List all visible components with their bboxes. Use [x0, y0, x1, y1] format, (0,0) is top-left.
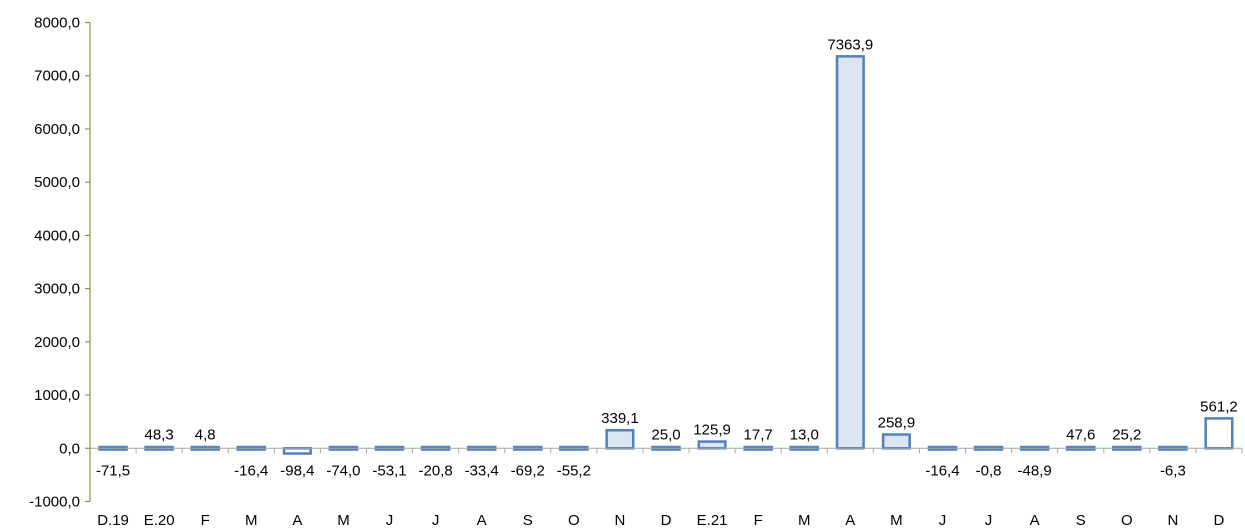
data-label: 25,0 — [651, 426, 680, 443]
category-label: S — [523, 512, 533, 528]
y-tick-label: 7000,0 — [34, 68, 80, 85]
data-label: -53,1 — [372, 462, 406, 479]
y-tick-label: -1000,0 — [29, 494, 80, 511]
category-label: J — [939, 512, 947, 528]
bar — [835, 55, 865, 450]
category-labels: D.19 E.20 F M A M J J A S O N D E.21 F M A M J J A S O N D — [97, 512, 1224, 528]
data-label: -69,2 — [511, 462, 545, 479]
data-label: -6,3 — [1160, 462, 1186, 479]
data-label: 17,7 — [744, 426, 773, 443]
y-tick-label: 4000,0 — [34, 227, 80, 244]
category-label: M — [337, 512, 350, 528]
data-label: -71,5 — [96, 462, 130, 479]
category-label: F — [754, 512, 763, 528]
category-label: M — [798, 512, 811, 528]
category-label: M — [245, 512, 258, 528]
y-tick-label: 0,0 — [59, 440, 80, 457]
data-label: -98,4 — [280, 462, 314, 479]
y-tick-label: 2000,0 — [34, 334, 80, 351]
y-axis-ticks: -1000,0 0,0 1000,0 2000,0 3000,0 4000,0 5000,0… — [29, 15, 90, 511]
data-label: -33,4 — [465, 462, 499, 479]
data-label: -16,4 — [925, 462, 959, 479]
category-label: J — [985, 512, 993, 528]
x-axis-ticks — [89, 448, 1243, 454]
category-label: A — [292, 512, 302, 528]
data-label: 4,8 — [195, 426, 216, 443]
data-label: -16,4 — [234, 462, 268, 479]
data-label: -48,9 — [1018, 462, 1052, 479]
data-label: 7363,9 — [827, 36, 873, 53]
category-label: J — [386, 512, 394, 528]
bar — [697, 440, 727, 450]
bar — [605, 428, 635, 450]
data-label: 48,3 — [145, 426, 174, 443]
data-label: -0,8 — [976, 462, 1002, 479]
category-label: N — [614, 512, 625, 528]
y-tick-label: 1000,0 — [34, 387, 80, 404]
bar — [282, 447, 312, 455]
y-tick-label: 8000,0 — [34, 15, 80, 32]
category-label: A — [845, 512, 855, 528]
category-label: N — [1167, 512, 1178, 528]
y-tick-label: 6000,0 — [34, 121, 80, 138]
data-labels: -71,5 48,3 4,8 -16,4 -98,4 -74,0 -53,1 -20,8 -33… — [96, 36, 1238, 479]
data-label: -55,2 — [557, 462, 591, 479]
data-label: 13,0 — [790, 426, 819, 443]
data-label: -74,0 — [326, 462, 360, 479]
y-tick-label: 3000,0 — [34, 281, 80, 298]
category-label: O — [568, 512, 580, 528]
data-label: 258,9 — [878, 414, 916, 431]
category-label: E.20 — [144, 512, 175, 528]
data-label: 25,2 — [1112, 426, 1141, 443]
category-label: J — [432, 512, 440, 528]
data-label: 561,2 — [1200, 398, 1238, 415]
category-label: A — [477, 512, 487, 528]
bar — [1204, 417, 1234, 450]
data-label: 125,9 — [693, 422, 731, 439]
category-label: S — [1076, 512, 1086, 528]
y-tick-label: 5000,0 — [34, 174, 80, 191]
category-label: F — [201, 512, 210, 528]
category-label: E.21 — [697, 512, 728, 528]
category-label: D — [661, 512, 672, 528]
data-label: 339,1 — [601, 410, 639, 427]
data-label: -20,8 — [418, 462, 452, 479]
category-label: M — [890, 512, 903, 528]
bars — [98, 55, 1234, 455]
data-label: 47,6 — [1066, 426, 1095, 443]
category-label: A — [1030, 512, 1040, 528]
category-label: D — [1214, 512, 1225, 528]
bar — [881, 433, 911, 450]
category-label: D.19 — [97, 512, 129, 528]
category-label: O — [1121, 512, 1133, 528]
